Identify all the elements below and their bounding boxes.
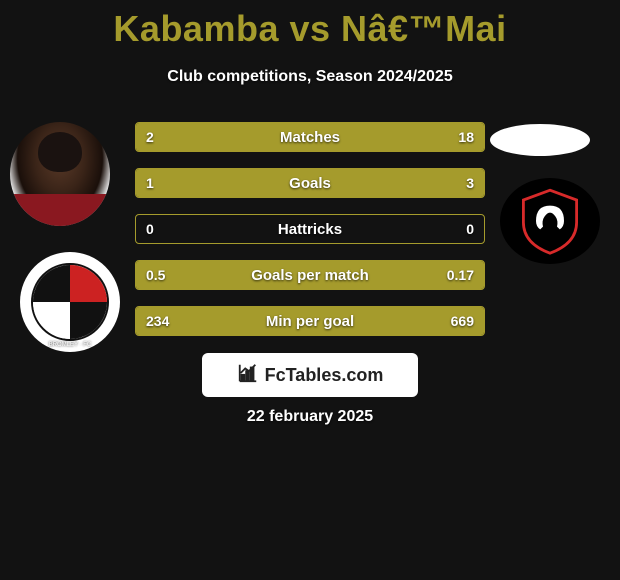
stat-value-right: 0.17 [447, 267, 474, 283]
page-subtitle: Club competitions, Season 2024/2025 [0, 68, 620, 86]
stat-row: 234 669 Min per goal [135, 306, 485, 336]
stat-label: Goals per match [251, 267, 369, 284]
stat-label: Goals [289, 175, 331, 192]
stat-row: 2 18 Matches [135, 122, 485, 152]
stat-value-left: 0 [146, 221, 154, 237]
chart-icon [237, 362, 259, 389]
club-left-caption: BROMLEY · FC [20, 342, 120, 348]
brand-text: FcTables.com [265, 365, 384, 386]
stat-value-right: 669 [451, 313, 474, 329]
stat-row: 0.5 0.17 Goals per match [135, 260, 485, 290]
stat-value-left: 234 [146, 313, 169, 329]
stat-value-right: 0 [466, 221, 474, 237]
stat-value-left: 0.5 [146, 267, 165, 283]
stat-value-left: 1 [146, 175, 154, 191]
player-right-photo-placeholder [490, 124, 590, 156]
stat-value-right: 18 [458, 129, 474, 145]
stat-label: Matches [280, 129, 340, 146]
stat-value-right: 3 [466, 175, 474, 191]
club-left-badge: BROMLEY · FC [20, 252, 120, 352]
stat-label: Min per goal [266, 313, 354, 330]
stat-value-left: 2 [146, 129, 154, 145]
stat-fill-right [223, 169, 484, 197]
club-right-badge [500, 178, 600, 264]
footer-date: 22 february 2025 [0, 408, 620, 426]
stat-label: Hattricks [278, 221, 342, 238]
stats-area: 2 18 Matches 1 3 Goals 0 0 Hattricks 0.5 0.17 Goals… [135, 122, 485, 352]
stat-row: 0 0 Hattricks [135, 214, 485, 244]
page-title: Kabamba vs Nâ€™Mai [0, 0, 620, 50]
stat-row: 1 3 Goals [135, 168, 485, 198]
brand-pill[interactable]: FcTables.com [202, 353, 418, 397]
player-left-photo [10, 122, 110, 226]
